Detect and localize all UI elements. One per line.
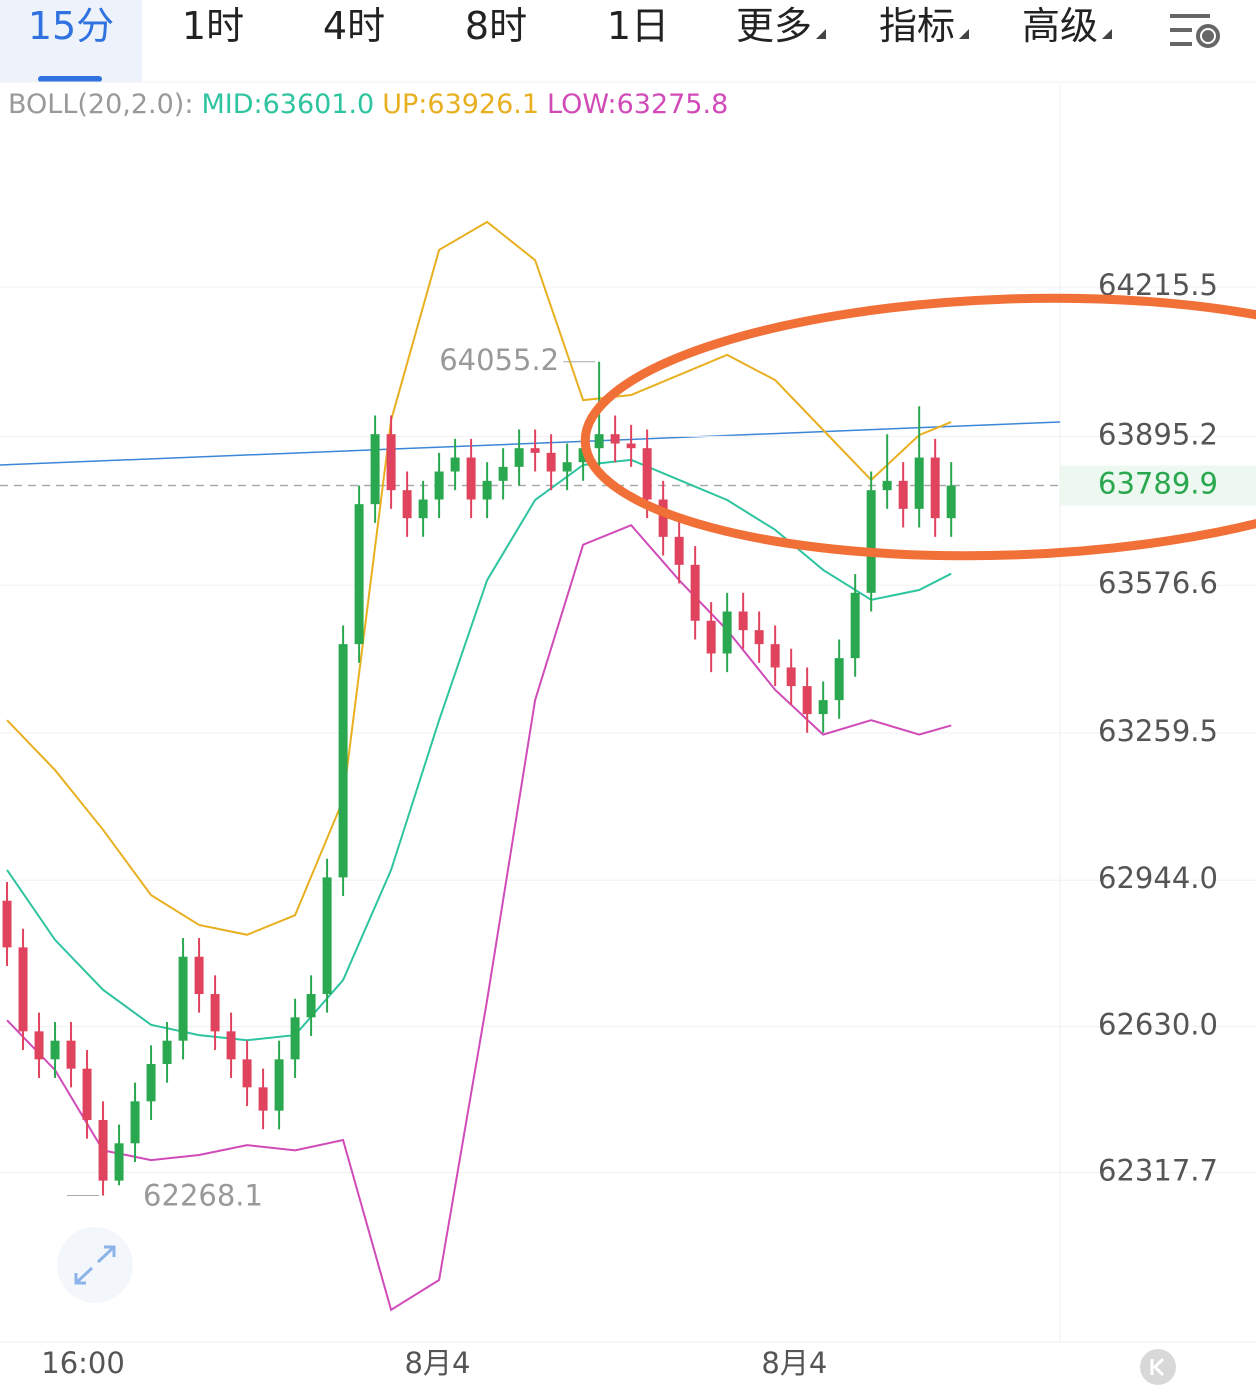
candle-body	[546, 452, 556, 472]
candle-body	[914, 457, 924, 509]
candle-body	[450, 457, 460, 472]
candle-body	[930, 457, 940, 519]
trend-line	[0, 421, 1061, 466]
timeframe-tab[interactable]: 8时	[464, 4, 528, 48]
candle-body	[866, 490, 876, 593]
candle-body	[194, 956, 204, 995]
candle-body	[882, 480, 892, 491]
indicator-label: BOLL(20,2.0):	[8, 89, 193, 120]
candle-body	[674, 536, 684, 565]
candle-body	[274, 1059, 284, 1111]
legend-entry: MID:63601.0	[201, 89, 374, 120]
candle-body	[130, 1101, 140, 1144]
current-price-label: 63789.9	[1098, 467, 1218, 501]
boll-line	[6, 220, 952, 936]
candle-body	[498, 466, 508, 481]
candle-body	[114, 1143, 124, 1181]
candle-body	[354, 504, 364, 645]
y-tick-label: 62317.7	[1098, 1153, 1218, 1187]
candle-body	[898, 480, 908, 509]
candle-body	[706, 620, 716, 654]
dropdown-indicator	[816, 29, 826, 39]
candle-body	[386, 434, 396, 491]
candle-body	[818, 700, 828, 715]
legend-entry: UP:63926.1	[382, 89, 539, 120]
extreme-label: 64055.2	[439, 343, 559, 377]
candle-body	[802, 686, 812, 715]
extreme-label: 62268.1	[143, 1179, 263, 1213]
candle-body	[834, 658, 844, 701]
candle-body	[34, 1031, 44, 1060]
candle-body	[594, 434, 604, 449]
candle-body	[162, 1040, 172, 1065]
candle-body	[258, 1087, 268, 1111]
timeframe-tab[interactable]: 更多	[710, 0, 852, 82]
candle-body	[242, 1059, 252, 1088]
y-tick-label: 63576.6	[1098, 566, 1218, 600]
candle-body	[626, 443, 636, 449]
timeframe-tab[interactable]: 指标	[853, 0, 995, 82]
candle-body	[562, 462, 572, 472]
candle-body	[146, 1064, 156, 1102]
highlight-ellipse	[580, 293, 1256, 561]
current-price-box	[1060, 465, 1256, 506]
y-tick-label: 62944.0	[1098, 861, 1218, 895]
candle-body	[690, 564, 700, 621]
legend-entry: LOW:63275.8	[547, 89, 728, 120]
candle-body	[50, 1040, 60, 1060]
timeframe-tab[interactable]: 高级	[996, 0, 1138, 82]
candle-body	[18, 947, 28, 1032]
candle-body	[178, 956, 188, 1041]
settings-icon[interactable]	[1170, 14, 1220, 48]
candle-body	[770, 644, 780, 668]
candle-body	[402, 490, 412, 519]
candle-body	[946, 485, 956, 519]
x-tick-label: 8月4	[761, 1346, 827, 1380]
candle-body	[226, 1031, 236, 1060]
dropdown-indicator	[959, 29, 969, 39]
candle-body	[754, 630, 764, 645]
candle-body	[306, 994, 316, 1018]
candle-body	[290, 1017, 300, 1060]
tab-bar: 15分 1时 4时 8时 1日 更多 指标 高级	[0, 0, 1256, 82]
candle-body	[322, 877, 332, 995]
candle-body	[514, 448, 524, 467]
candle-body	[642, 448, 652, 500]
candle-body	[338, 644, 348, 878]
scroll-latest-button[interactable]	[1140, 1349, 1176, 1385]
candle-body	[210, 994, 220, 1032]
indicator-legend: BOLL(20,2.0): MID:63601.0 UP:63926.1 LOW:63…	[8, 89, 728, 120]
candle-body	[98, 1119, 108, 1181]
candle-body	[66, 1040, 76, 1069]
y-tick-label: 62630.0	[1098, 1008, 1218, 1042]
candle-body	[722, 611, 732, 654]
candle-body	[786, 667, 796, 687]
candle-body	[738, 611, 748, 631]
timeframe-tab[interactable]: 1日	[606, 4, 670, 48]
candle-body	[2, 900, 12, 948]
dropdown-indicator	[1102, 29, 1112, 39]
candle-body	[434, 471, 444, 500]
expand-button[interactable]	[57, 1227, 133, 1303]
timeframe-tab[interactable]: 1时	[181, 4, 245, 48]
candle-body	[658, 499, 668, 537]
candle-body	[530, 448, 540, 453]
x-tick-label: 16:00	[41, 1346, 125, 1380]
candle-body	[610, 434, 620, 444]
candle-body	[482, 480, 492, 500]
candle-body	[82, 1068, 92, 1120]
candle-body	[850, 592, 860, 659]
candle-body	[578, 448, 588, 463]
candle-body	[466, 457, 476, 500]
timeframe-tab[interactable]: 4时	[322, 4, 386, 48]
x-tick-label: 8月4	[405, 1346, 471, 1380]
candle-body	[370, 434, 380, 505]
y-tick-label: 63259.5	[1098, 714, 1218, 748]
candle-body	[418, 499, 428, 519]
timeframe-tab[interactable]: 15分	[0, 0, 142, 82]
y-tick-label: 63895.2	[1098, 417, 1218, 451]
